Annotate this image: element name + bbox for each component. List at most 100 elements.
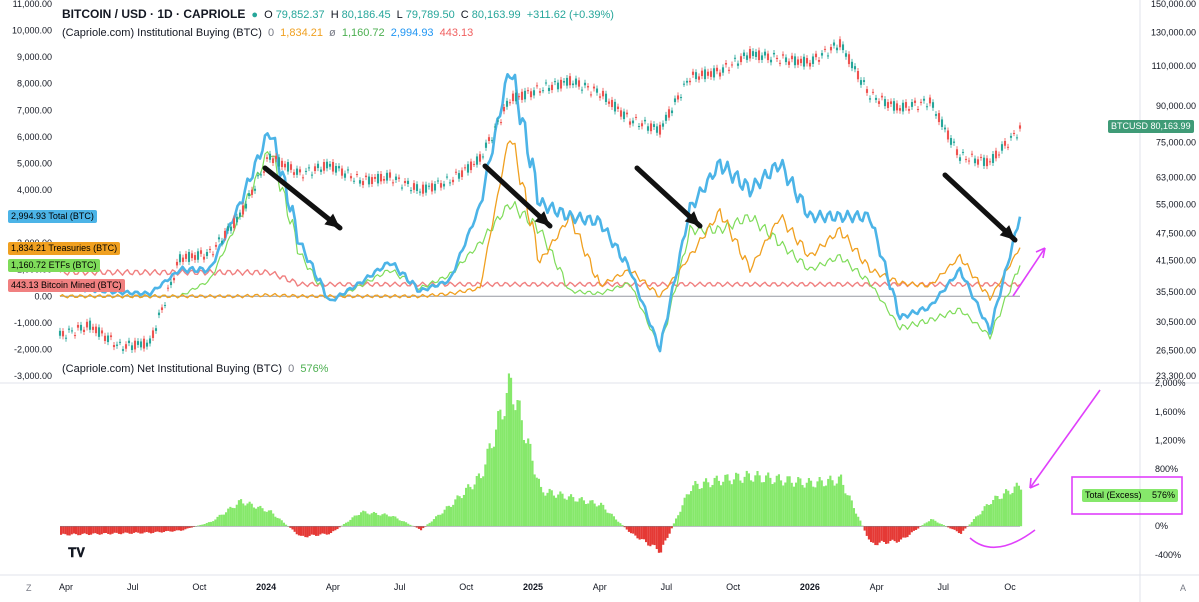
candle-body [1003, 140, 1007, 146]
histogram-bar [450, 506, 453, 527]
candle-body [586, 86, 590, 88]
histogram-bar [773, 482, 776, 527]
histogram-bar [968, 524, 971, 527]
histogram-bar [745, 470, 748, 527]
candle-body [223, 230, 227, 239]
histogram-bar [820, 480, 823, 527]
histogram-bar [332, 526, 335, 532]
candle-body [115, 344, 119, 346]
histogram-bar [398, 520, 401, 527]
histogram-bar [105, 526, 108, 533]
histogram-bar [964, 526, 967, 529]
candle-body [355, 174, 359, 176]
tradingview-logo-icon[interactable]: 𝐓𝐕 [68, 545, 85, 560]
candle-body [517, 96, 521, 98]
candle-body [751, 51, 755, 56]
histogram-bar [156, 526, 159, 532]
histogram-bar [203, 524, 206, 527]
histogram-bar [666, 526, 669, 538]
histogram-bar [934, 520, 937, 527]
histogram-bar [762, 482, 765, 527]
candle-body [685, 80, 689, 83]
candle-body [214, 244, 218, 247]
candle-body [754, 51, 758, 57]
indicator2-header[interactable]: (Capriole.com) Net Institutional Buying … [62, 363, 331, 375]
histogram-bar [833, 485, 836, 527]
candle-body [898, 108, 902, 111]
histogram-bar [893, 526, 896, 542]
candle-body [247, 193, 251, 196]
histogram-bar [242, 503, 245, 527]
histogram-bar [1017, 485, 1020, 527]
candle-body [175, 261, 179, 266]
change-value: +311.62 (+0.39%) [526, 9, 614, 21]
histogram-bar [792, 486, 795, 527]
symbol-header[interactable]: BITCOIN / USD · 1D · CAPRIOLE ● O 79,852.… [62, 7, 617, 21]
histogram-bar [475, 476, 478, 527]
histogram-bar [981, 510, 984, 527]
legend-total-label: Total (BTC) [48, 211, 94, 221]
histogram-bar [349, 519, 352, 527]
histogram-bar [799, 478, 802, 527]
candle-body [835, 47, 839, 51]
arrow-icon [482, 163, 553, 229]
histogram-bar [454, 499, 457, 527]
candle-body [496, 120, 500, 122]
candle-body [688, 80, 692, 83]
indicator-etfs-value: 1,160.72 [341, 27, 385, 39]
candle-body [748, 49, 752, 59]
candle-body [253, 188, 257, 191]
auto-scale-icon[interactable]: A [1180, 583, 1187, 593]
candle-body [646, 126, 650, 131]
candle-body [772, 52, 776, 55]
histogram-bar [912, 526, 915, 531]
candle-body [451, 179, 455, 183]
lower-axis-tick-label: -400% [1155, 550, 1181, 560]
histogram-bar [930, 519, 933, 527]
histogram-bar [1005, 489, 1008, 527]
time-axis-tick-label: Apr [593, 582, 607, 592]
histogram-bar [143, 526, 146, 533]
indicator-zero: 0 [267, 27, 275, 39]
indicator2-zero: 0 [288, 363, 295, 375]
candle-body [130, 345, 134, 351]
histogram-bar [878, 526, 881, 543]
indicator-header[interactable]: (Capriole.com) Institutional Buying (BTC… [62, 27, 476, 39]
histogram-bar [471, 489, 474, 527]
candle-body [172, 277, 176, 281]
histogram-bar [477, 473, 480, 527]
candle-body [373, 176, 377, 179]
histogram-bar [600, 502, 603, 527]
candle-body [814, 53, 818, 58]
histogram-bar [582, 500, 585, 527]
histogram-bar [690, 491, 693, 527]
histogram-bar [758, 475, 761, 527]
candle-body [604, 93, 608, 102]
histogram-bar [694, 481, 697, 527]
histogram-bar [803, 487, 806, 527]
timezone-icon[interactable]: Z [26, 583, 32, 593]
candle-body [271, 158, 275, 164]
histogram-bar [147, 526, 150, 533]
candle-body [385, 172, 389, 181]
histogram-bar [355, 515, 358, 527]
candle-body [808, 62, 812, 67]
histogram-bar [979, 514, 982, 527]
histogram-bar [692, 485, 695, 527]
candle-body [322, 162, 326, 171]
histogram-bar [687, 494, 690, 527]
histogram-bar [447, 505, 450, 527]
candle-body [544, 82, 548, 84]
histogram-bar [927, 521, 930, 527]
candle-body [781, 54, 785, 56]
candle-body [379, 173, 383, 182]
histogram-bar [595, 506, 598, 527]
candle-body [358, 180, 362, 184]
histogram-bar [214, 519, 217, 527]
histogram-bar [942, 525, 945, 527]
histogram-bar [379, 515, 382, 527]
ohlc-dot-icon: ● [251, 9, 259, 21]
histogram-bar [653, 526, 656, 546]
histogram-bar [188, 526, 191, 528]
